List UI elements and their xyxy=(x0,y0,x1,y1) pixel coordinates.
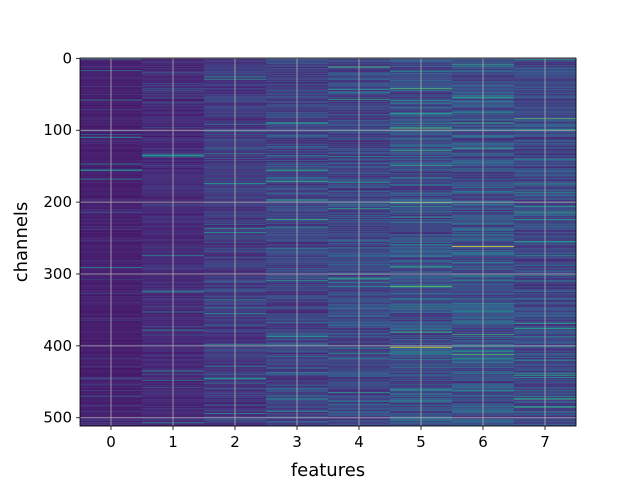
y-tick-label: 400 xyxy=(43,337,72,355)
heatmap-cells xyxy=(80,58,577,427)
x-tick-label: 7 xyxy=(540,433,550,451)
x-axis-title: features xyxy=(291,460,365,480)
y-tick-label: 300 xyxy=(43,265,72,283)
y-axis-ticks: 0 100 200 300 400 500 xyxy=(43,49,80,427)
x-tick-label: 2 xyxy=(230,433,240,451)
x-tick-label: 1 xyxy=(168,433,178,451)
x-tick-label: 6 xyxy=(478,433,488,451)
x-axis-ticks: 0 1 2 3 4 5 6 7 xyxy=(106,426,550,451)
grid-lines xyxy=(80,57,576,426)
x-tick-label: 0 xyxy=(106,433,116,451)
y-axis-title: channels xyxy=(11,202,32,283)
x-tick-label: 5 xyxy=(416,433,426,451)
y-tick-label: 200 xyxy=(43,193,72,211)
y-tick-label: 100 xyxy=(43,121,72,139)
plot-frame xyxy=(79,57,577,427)
y-tick-label: 0 xyxy=(62,49,72,67)
x-tick-label: 3 xyxy=(292,433,302,451)
y-tick-label: 500 xyxy=(43,409,72,427)
x-tick-label: 4 xyxy=(354,433,364,451)
